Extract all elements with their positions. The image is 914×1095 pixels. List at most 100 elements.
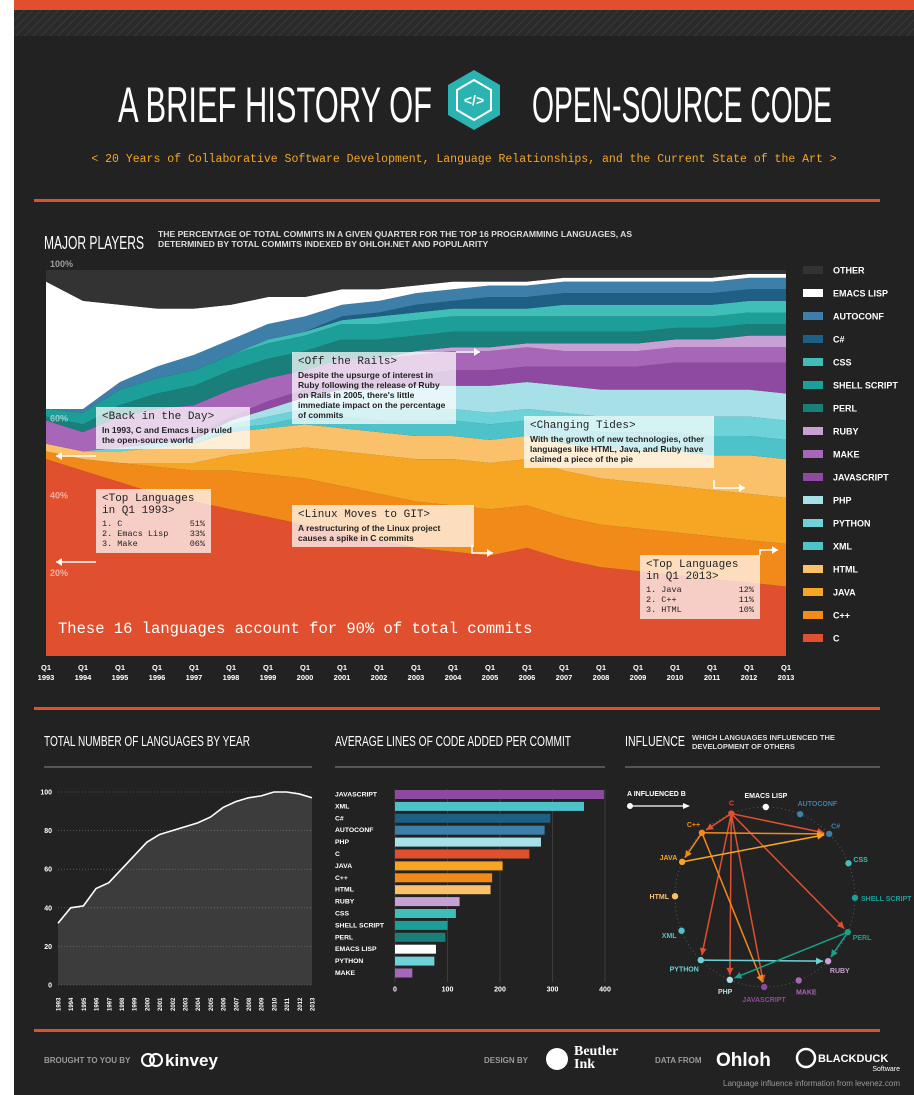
- x-tick-label: 2013: [311, 997, 317, 1011]
- legend-label: PERL: [833, 404, 858, 414]
- x-tick-label: 1996: [95, 997, 101, 1011]
- area-band: [46, 273, 786, 409]
- node: [795, 977, 802, 984]
- legend-label: XML: [833, 542, 853, 552]
- edge: [734, 931, 849, 979]
- y-tick-label: XML: [335, 803, 349, 810]
- bar: [395, 897, 460, 907]
- title-left: A BRIEF HISTORY OF: [118, 77, 432, 133]
- chart-title: TOTAL NUMBER OF LANGUAGES BY YEAR: [44, 733, 250, 750]
- y-tick-label: 20%: [50, 568, 68, 578]
- x-tick-label: 1995: [82, 997, 88, 1011]
- sponsor: kinvey: [165, 1051, 218, 1070]
- arrow-head: [836, 921, 845, 929]
- y-tick-label: AUTOCONF: [335, 827, 373, 834]
- arrow-head: [699, 947, 707, 956]
- area-band: [46, 300, 786, 413]
- edge: [729, 813, 733, 975]
- legend-label: C#: [833, 335, 845, 345]
- annotation-title: <Top Languages in Q1 1993>: [102, 493, 195, 517]
- y-tick-label: 40%: [50, 491, 68, 501]
- x-tick-label: 300: [547, 986, 559, 993]
- x-tick-label: Q1 2002: [370, 663, 388, 682]
- arrow-head: [739, 484, 745, 492]
- x-tick-label: Q1 2001: [333, 663, 351, 682]
- node-label: C: [729, 800, 734, 807]
- line: [57, 791, 313, 924]
- legend-label: MAKE: [833, 450, 860, 460]
- node-label: JAVASCRIPT: [742, 997, 786, 1004]
- x-tick-label: 2001: [158, 997, 164, 1011]
- y-tick-label: 60: [44, 867, 52, 874]
- x-tick-label: 2007: [234, 997, 240, 1011]
- x-tick-label: 2011: [285, 997, 291, 1011]
- annotation-share: 06%: [189, 539, 205, 549]
- logo-mark: [795, 1047, 817, 1069]
- bar: [395, 932, 446, 942]
- arrow-head: [683, 803, 690, 809]
- node-label: HTML: [650, 894, 670, 901]
- node: [678, 927, 685, 934]
- x-tick-label: Q1 2005: [481, 663, 499, 682]
- annotation-share: 33%: [189, 529, 205, 539]
- legend-node: [627, 803, 633, 809]
- footer-label: DESIGN BY: [484, 1056, 529, 1065]
- annotation-row: 3. Make 06%: [102, 539, 205, 549]
- arrow-head: [772, 546, 778, 554]
- bar: [395, 968, 413, 978]
- bar: [395, 849, 530, 859]
- annotation-title: <Changing Tides>: [530, 420, 636, 432]
- annotation: <Changing Tides> With the growth of new t…: [524, 416, 714, 468]
- legend-swatch: [803, 542, 823, 550]
- section-title: MAJOR PLAYERS: [44, 233, 144, 253]
- node: [851, 894, 859, 901]
- x-tick-label: 2002: [171, 997, 177, 1011]
- chart-title: AVERAGE LINES OF CODE ADDED PER COMMIT: [335, 733, 571, 750]
- bar: [395, 956, 435, 966]
- edge: [701, 813, 733, 956]
- x-tick-label: Q1 2009: [629, 663, 647, 682]
- x-tick-label: 1998: [120, 997, 126, 1011]
- arrow-head: [706, 823, 714, 831]
- arrow-head: [816, 957, 824, 965]
- source: Ohloh: [716, 1050, 771, 1071]
- x-tick-label: 2006: [222, 997, 228, 1011]
- x-tick-label: 400: [599, 986, 611, 993]
- x-tick-label: 100: [442, 986, 454, 993]
- bar: [395, 873, 493, 883]
- y-tick-label: 80: [44, 828, 52, 835]
- legend-label: PYTHON: [833, 519, 871, 529]
- arrow-head: [756, 974, 763, 983]
- legend-label: OTHER: [833, 266, 865, 276]
- bar: [395, 920, 448, 930]
- arrow-head: [684, 849, 692, 858]
- bar: [395, 813, 551, 823]
- bar: [395, 825, 545, 835]
- legend-label: A INFLUENCED B: [627, 791, 686, 798]
- y-tick-label: JAVA: [335, 863, 352, 870]
- node-label: AUTOCONF: [798, 801, 838, 808]
- footer-label: BROUGHT TO YOU BY: [44, 1056, 131, 1065]
- node-label: C++: [687, 822, 700, 829]
- annotation-share: 12%: [738, 585, 754, 595]
- annotation-rank: 2. C++: [646, 595, 677, 605]
- y-tick-label: CSS: [335, 911, 349, 918]
- legend-swatch: [803, 427, 823, 435]
- area-band: [46, 459, 786, 656]
- x-tick-label: 1994: [69, 997, 75, 1011]
- legend-label: AUTOCONF: [833, 312, 884, 322]
- y-tick-label: HTML: [335, 887, 354, 894]
- legend-label: RUBY: [833, 427, 859, 437]
- annotation-text: With the growth of new technologies, oth…: [530, 434, 705, 464]
- node: [761, 983, 768, 991]
- node-label: JAVA: [660, 855, 678, 862]
- node-label: C#: [831, 824, 840, 831]
- divider: [34, 199, 880, 202]
- divider: [34, 707, 880, 710]
- area-band: [46, 277, 786, 413]
- y-tick-label: 60%: [50, 413, 68, 423]
- node: [678, 858, 686, 866]
- annotation: <Back in the Day> In 1993, C and Emacs Li…: [96, 407, 250, 449]
- x-tick-label: 2003: [184, 997, 190, 1011]
